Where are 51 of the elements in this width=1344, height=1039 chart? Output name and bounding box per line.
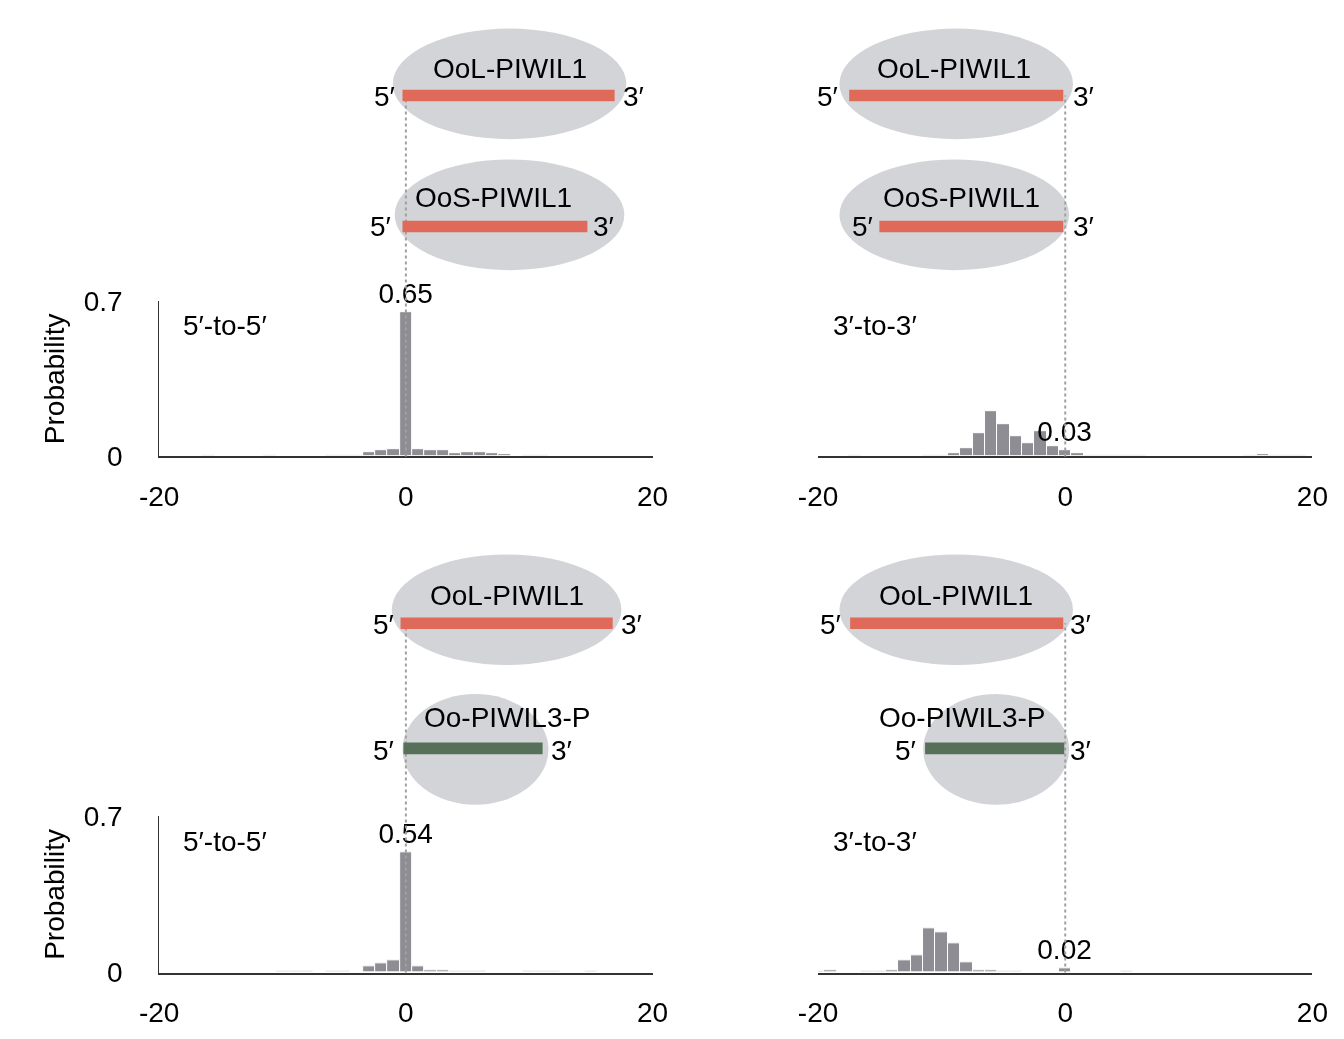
text: 3′ — [1073, 81, 1094, 112]
y-axis-title: Probability — [39, 313, 71, 445]
annotation: 3′-to-3′ — [833, 310, 917, 341]
data-label: 0.02 — [1037, 933, 1092, 965]
text: 3′ — [621, 609, 642, 640]
text: OoL-PIWIL1 — [879, 580, 1034, 611]
text: OoL-PIWIL1 — [877, 53, 1032, 84]
text: 3′ — [551, 735, 572, 766]
text: 3′ — [1070, 735, 1091, 766]
x-tick-label: 0 — [1057, 481, 1074, 513]
text: OoL-PIWIL1 — [430, 580, 585, 611]
x-tick-label: 20 — [637, 481, 669, 513]
y-tick-label: 0.7 — [83, 801, 123, 833]
text: 5′ — [817, 81, 838, 112]
y-tick-label: 0 — [106, 957, 123, 989]
text: 3′ — [623, 81, 644, 112]
text: 3′ — [593, 211, 614, 242]
text: 3′ — [1073, 211, 1094, 242]
y-tick-label: 0.7 — [83, 286, 123, 317]
text: Oo-PIWIL3-P — [879, 702, 1046, 733]
x-tick-label: -20 — [797, 481, 839, 513]
x-tick-label: 0 — [1057, 997, 1074, 1029]
x-tick-label: 20 — [637, 997, 669, 1029]
data-label: 0.54 — [378, 817, 433, 849]
text: Oo-PIWIL3-P — [424, 702, 591, 733]
x-tick-label: 0 — [398, 481, 414, 513]
annotation: 5′-to-5′ — [183, 310, 267, 341]
text: OoS-PIWIL1 — [883, 182, 1041, 213]
y-tick-label: 0 — [106, 441, 123, 473]
data-label: 0.03 — [1037, 415, 1092, 447]
text: 3′ — [1070, 609, 1091, 640]
text: OoL-PIWIL1 — [433, 53, 588, 84]
y-axis-title: Probability — [39, 829, 71, 960]
data-label: 0.65 — [378, 277, 433, 309]
text: 5′ — [370, 211, 391, 242]
text: 5′ — [374, 81, 395, 112]
x-tick-label: 0 — [398, 997, 414, 1029]
annotation: 3′-to-3′ — [833, 826, 917, 857]
x-tick-label: 20 — [1296, 997, 1328, 1029]
text: OoS-PIWIL1 — [415, 182, 573, 213]
bar — [1058, 967, 1072, 973]
text: 5′ — [895, 735, 916, 766]
annotation: 5′-to-5′ — [183, 826, 267, 857]
x-tick-label: -20 — [138, 997, 180, 1029]
x-tick-label: -20 — [797, 997, 839, 1029]
text: 5′ — [852, 211, 873, 242]
x-tick-label: -20 — [138, 481, 180, 513]
text: 5′ — [373, 609, 394, 640]
x-tick-label: 20 — [1296, 481, 1328, 513]
text: 5′ — [820, 609, 841, 640]
text: 5′ — [373, 735, 394, 766]
